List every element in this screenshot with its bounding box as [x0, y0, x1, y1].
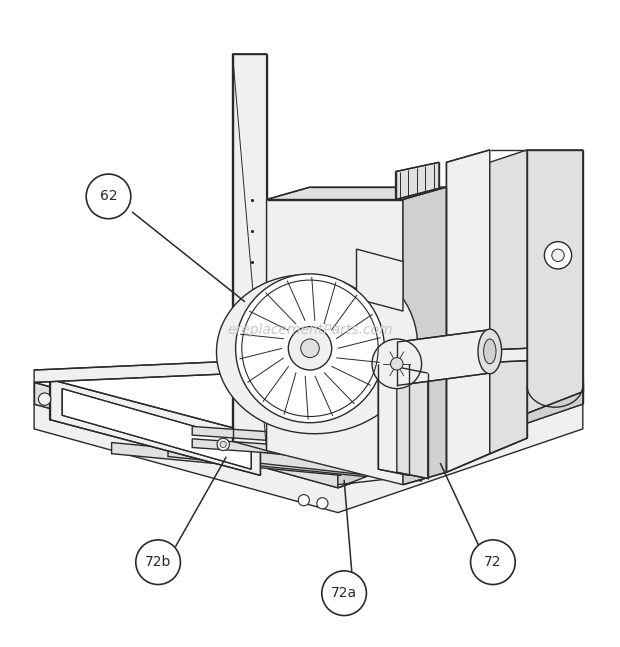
Polygon shape	[527, 150, 583, 413]
Circle shape	[236, 274, 384, 422]
Circle shape	[136, 540, 180, 584]
Circle shape	[322, 571, 366, 615]
Polygon shape	[378, 364, 409, 476]
Circle shape	[288, 327, 332, 370]
Polygon shape	[192, 439, 422, 463]
Polygon shape	[397, 330, 490, 386]
Polygon shape	[62, 389, 251, 469]
Circle shape	[217, 438, 229, 450]
Polygon shape	[490, 150, 527, 454]
Circle shape	[552, 249, 564, 261]
Polygon shape	[267, 187, 446, 199]
Polygon shape	[112, 443, 341, 476]
Text: ereplacementParts.com: ereplacementParts.com	[227, 323, 393, 336]
Polygon shape	[397, 367, 428, 479]
Polygon shape	[356, 249, 403, 311]
Circle shape	[544, 242, 572, 269]
Circle shape	[327, 322, 342, 337]
Polygon shape	[224, 448, 422, 481]
Circle shape	[298, 494, 309, 506]
Polygon shape	[34, 382, 338, 488]
Text: 72b: 72b	[145, 555, 171, 569]
Polygon shape	[232, 54, 267, 450]
Circle shape	[38, 393, 51, 405]
Circle shape	[391, 358, 403, 370]
Polygon shape	[338, 367, 583, 488]
Polygon shape	[396, 162, 439, 199]
Polygon shape	[192, 426, 422, 451]
Polygon shape	[34, 348, 527, 382]
Polygon shape	[216, 272, 417, 433]
Circle shape	[317, 498, 328, 509]
Polygon shape	[446, 150, 490, 472]
Circle shape	[220, 441, 226, 448]
Ellipse shape	[484, 339, 496, 364]
Circle shape	[301, 339, 319, 358]
Circle shape	[86, 174, 131, 219]
Ellipse shape	[478, 329, 502, 374]
Text: 62: 62	[100, 190, 117, 203]
Polygon shape	[267, 199, 403, 485]
Circle shape	[332, 327, 338, 333]
Polygon shape	[34, 404, 583, 512]
Text: 72a: 72a	[331, 586, 357, 600]
Polygon shape	[338, 382, 583, 488]
Circle shape	[372, 339, 422, 389]
Polygon shape	[50, 379, 260, 476]
Text: 72: 72	[484, 555, 502, 569]
Polygon shape	[168, 445, 381, 478]
Polygon shape	[403, 187, 446, 485]
Circle shape	[471, 540, 515, 584]
